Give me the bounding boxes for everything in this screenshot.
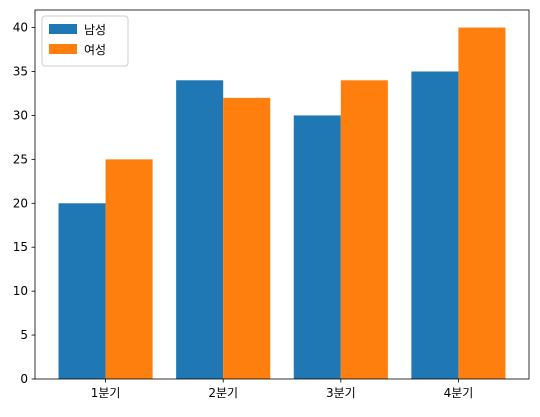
x-tick-label: 2분기 — [208, 386, 238, 400]
bar-series1-1 — [223, 97, 271, 379]
x-tick-label: 4분기 — [444, 386, 474, 400]
y-tick-label: 0 — [20, 372, 28, 386]
bar-series0-3 — [411, 71, 459, 379]
bars-layer — [58, 27, 506, 380]
legend-swatch-0 — [49, 24, 77, 34]
bar-series1-0 — [105, 159, 153, 379]
legend-label-1: 여성 — [84, 43, 106, 57]
y-tick-label: 15 — [13, 240, 28, 254]
y-tick-label: 35 — [13, 65, 28, 79]
bar-series1-2 — [340, 80, 388, 380]
legend-swatch-1 — [49, 44, 77, 54]
bar-series0-0 — [58, 203, 106, 379]
bar-series1-3 — [458, 27, 506, 379]
y-tick-label: 40 — [13, 21, 28, 35]
plot-frame — [34, 9, 530, 380]
bar-series0-2 — [293, 115, 341, 379]
y-tick-label: 20 — [13, 196, 28, 210]
x-tick-label: 3분기 — [326, 386, 356, 400]
y-tick-label: 5 — [20, 328, 28, 342]
y-tick-label: 10 — [13, 284, 28, 298]
x-tick-label: 1분기 — [91, 386, 121, 400]
axes-layer: 0 5 10 15 20 25 30 35 40 1분기 2분기 3분기 4분기 — [13, 9, 530, 400]
y-tick-label: 25 — [13, 152, 28, 166]
y-tick-label: 30 — [13, 108, 28, 122]
bar-series0-1 — [176, 80, 224, 380]
legend-label-0: 남성 — [84, 23, 106, 37]
